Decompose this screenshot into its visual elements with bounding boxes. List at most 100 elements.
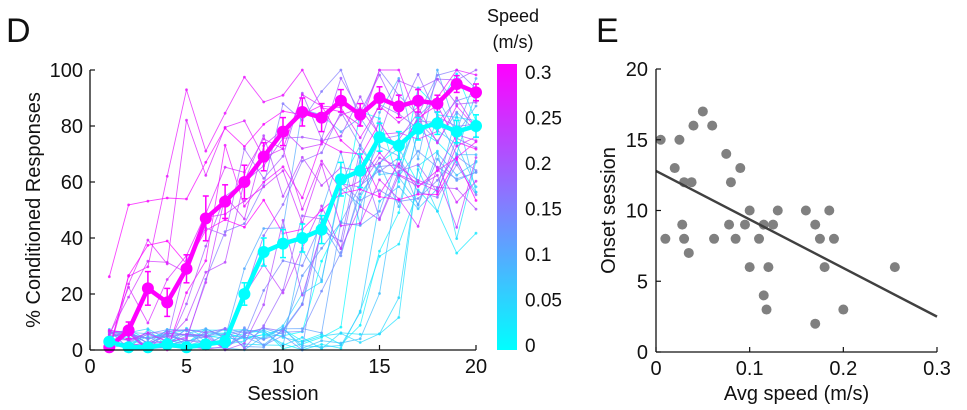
- individual-trace-point: [358, 136, 362, 140]
- individual-trace-point: [204, 334, 208, 338]
- mean-point: [122, 324, 135, 337]
- mean-point: [296, 232, 309, 244]
- individual-trace-point: [185, 339, 188, 342]
- scatter-point: [724, 219, 735, 230]
- individual-trace-point: [300, 196, 304, 200]
- individual-trace-point: [262, 180, 266, 184]
- scatter-point: [725, 177, 736, 188]
- individual-trace-point: [107, 328, 111, 332]
- individual-trace-point: [300, 214, 304, 218]
- individual-trace-point: [397, 296, 401, 300]
- individual-trace-point: [397, 242, 401, 246]
- individual-trace-point: [127, 274, 130, 277]
- individual-trace-point: [243, 147, 246, 151]
- mean-point: [180, 262, 193, 275]
- individual-trace-point: [262, 335, 266, 338]
- mean-line: [108, 120, 477, 350]
- individual-trace-point: [455, 177, 459, 181]
- colorbar-tick-label: 0.1: [525, 245, 551, 266]
- mean-point: [141, 282, 154, 295]
- individual-trace-point: [320, 343, 323, 346]
- mean-point: [257, 150, 270, 163]
- individual-trace-point: [300, 159, 304, 163]
- individual-trace-point: [397, 198, 401, 202]
- individual-trace: [109, 117, 476, 347]
- individual-trace-point: [378, 199, 381, 203]
- individual-trace-point: [339, 247, 343, 250]
- individual-trace-point: [436, 169, 439, 172]
- colorbar-title-line2: (m/s): [493, 32, 534, 52]
- individual-trace-point: [320, 151, 323, 155]
- individual-trace-point: [378, 292, 381, 295]
- mean-point: [431, 117, 444, 130]
- individual-trace-point: [339, 224, 343, 228]
- individual-trace-point: [397, 162, 401, 166]
- individual-trace-point: [165, 196, 169, 200]
- individual-trace-point: [397, 120, 401, 124]
- individual-trace-point: [185, 197, 188, 201]
- individual-trace-point: [378, 195, 381, 199]
- individual-trace-point: [300, 93, 304, 96]
- scatter-point: [735, 163, 746, 174]
- panel-d-x-tick-label: 0: [84, 356, 95, 378]
- individual-trace-point: [455, 173, 459, 177]
- scatter-point: [688, 120, 699, 131]
- colorbar-tick-label: 0.25: [525, 109, 562, 130]
- scatter-point: [828, 233, 839, 244]
- panel-e-x-ticks: 0 0.1 0.2 0.3: [650, 347, 951, 380]
- individual-trace-point: [455, 226, 459, 229]
- individual-trace-point: [243, 199, 246, 203]
- individual-trace-point: [474, 73, 478, 77]
- panel-d-y-label: % Conditioned Responses: [23, 92, 45, 328]
- individual-trace-point: [416, 203, 420, 207]
- individual-trace-point: [339, 239, 343, 243]
- individual-trace-point: [339, 134, 343, 138]
- individual-trace-point: [262, 303, 266, 307]
- individual-trace-point: [243, 119, 246, 123]
- individual-trace-point: [300, 293, 304, 297]
- mean-point: [392, 139, 405, 152]
- scatter-point: [838, 304, 849, 315]
- individual-trace-point: [223, 111, 227, 115]
- individual-trace-point: [281, 154, 285, 158]
- mean-point: [450, 125, 463, 138]
- colorbar-gradient: [497, 64, 517, 350]
- mean-point: [354, 108, 367, 121]
- individual-trace-point: [416, 192, 420, 196]
- individual-trace-point: [358, 341, 362, 344]
- individual-trace-point: [378, 249, 381, 253]
- individual-trace-point: [339, 150, 343, 154]
- individual-trace-point: [436, 189, 439, 193]
- individual-trace-point: [262, 185, 266, 189]
- individual-trace-point: [378, 218, 381, 222]
- scatter-point: [674, 134, 685, 145]
- individual-trace-point: [358, 332, 362, 336]
- individual-trace-point: [474, 77, 478, 80]
- individual-trace-point: [436, 73, 439, 77]
- individual-trace-point: [416, 185, 420, 188]
- panel-d-y-tick-label: 40: [61, 228, 83, 250]
- individual-trace-point: [185, 328, 188, 331]
- individual-trace-point: [204, 160, 208, 164]
- individual-trace-point: [339, 254, 343, 258]
- scatter-point: [721, 148, 732, 159]
- individual-trace-point: [455, 251, 459, 255]
- individual-trace-point: [436, 165, 439, 169]
- panel-d-individual-traces: [107, 68, 478, 352]
- individual-trace-point: [281, 169, 285, 173]
- scatter-point: [683, 247, 694, 258]
- series-fast-mean: [103, 74, 482, 354]
- individual-trace-point: [358, 147, 362, 151]
- individual-trace-point: [339, 346, 343, 350]
- individual-trace-point: [262, 344, 266, 347]
- individual-trace-point: [165, 331, 169, 335]
- individual-trace-point: [436, 186, 439, 189]
- mean-point: [315, 111, 328, 124]
- individual-trace-point: [455, 187, 459, 191]
- panel-d-x-label: Session: [247, 383, 318, 405]
- individual-trace-point: [146, 331, 150, 335]
- individual-trace-point: [185, 118, 188, 122]
- individual-trace-point: [146, 327, 150, 331]
- colorbar-tick-label: 0.15: [525, 200, 562, 221]
